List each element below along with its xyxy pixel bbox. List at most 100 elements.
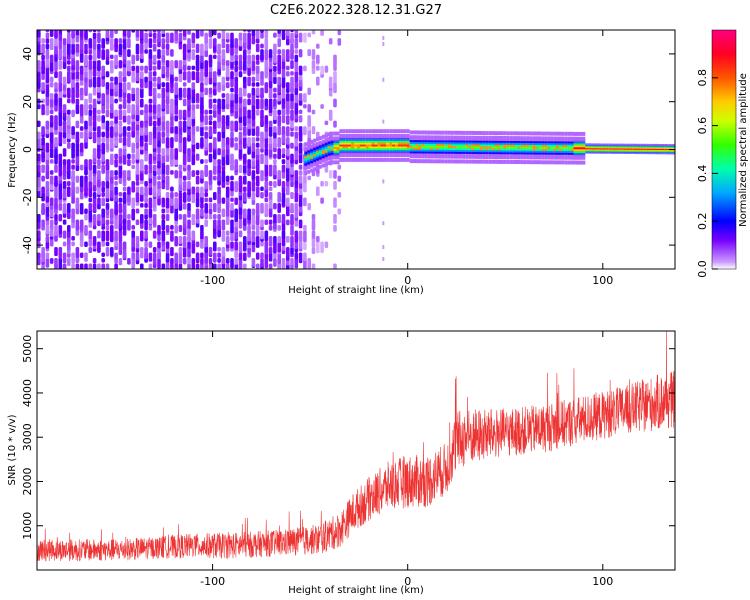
- heatmap-cell: [503, 140, 507, 143]
- heatmap-cell: [144, 82, 148, 89]
- heatmap-cell: [330, 136, 334, 141]
- heatmap-cell: [321, 145, 325, 149]
- heatmap-cell: [517, 155, 521, 160]
- heatmap-cell: [491, 142, 495, 145]
- heatmap-cell: [626, 145, 630, 148]
- heatmap-cell: [477, 143, 480, 147]
- heatmap-cell: [585, 143, 589, 145]
- heatmap-cell: [482, 144, 486, 147]
- heatmap-cell: [620, 149, 624, 151]
- heatmap-cell: [333, 120, 337, 128]
- heatmap-cell: [41, 98, 45, 104]
- heatmap-cell: [380, 157, 384, 162]
- heatmap-cell: [281, 49, 286, 59]
- heatmap-cell: [406, 157, 410, 162]
- heatmap-cell: [342, 157, 346, 162]
- heatmap-cell: [84, 98, 88, 111]
- heatmap-cell: [348, 157, 352, 162]
- heatmap-cell: [436, 145, 439, 148]
- heatmap-cell: [140, 263, 144, 269]
- heatmap-cell: [430, 149, 434, 152]
- heatmap-cell: [191, 71, 196, 81]
- heatmap-cell: [374, 149, 378, 153]
- heatmap-cell: [182, 137, 187, 145]
- heatmap-cell: [75, 71, 80, 79]
- heatmap-cell: [395, 157, 398, 162]
- heatmap-cell: [304, 142, 308, 147]
- heatmap-cell: [88, 203, 93, 211]
- heatmap-cell: [620, 146, 624, 149]
- heatmap-cell: [135, 252, 140, 261]
- heatmap-cell: [477, 147, 480, 151]
- heatmap-cell: [599, 147, 603, 150]
- heatmap-cell: [316, 166, 319, 170]
- heatmap-cell: [556, 152, 559, 155]
- heatmap-cell: [459, 154, 463, 159]
- heatmap-cell: [365, 149, 369, 153]
- heatmap-cell: [58, 247, 63, 259]
- heatmap-cell: [161, 131, 166, 138]
- heatmap-cell: [238, 219, 243, 229]
- heatmap-cell: [479, 149, 483, 153]
- heatmap-cell: [351, 142, 355, 145]
- heatmap-cell: [523, 142, 527, 145]
- heatmap-cell: [182, 98, 187, 107]
- heatmap-cell: [110, 126, 114, 138]
- heatmap-cell: [427, 143, 431, 146]
- heatmap-cell: [247, 137, 251, 147]
- heatmap-cell: [327, 150, 331, 154]
- heatmap-cell: [97, 219, 101, 227]
- heatmap-cell: [646, 147, 650, 149]
- heatmap-cell: [243, 82, 247, 89]
- heatmap-cell: [468, 149, 472, 153]
- heatmap-cell: [561, 142, 565, 146]
- heatmap-cell: [324, 148, 328, 151]
- heatmap-cell: [359, 145, 363, 149]
- heatmap-cell: [135, 30, 140, 38]
- heatmap-cell: [573, 144, 577, 148]
- heatmap-cell: [348, 153, 352, 158]
- heatmap-cell: [286, 197, 290, 207]
- heatmap-cell: [550, 144, 554, 148]
- heatmap-cell: [313, 155, 317, 158]
- heatmap-cell: [298, 65, 303, 76]
- heatmap-cell: [304, 151, 308, 154]
- heatmap-cell: [535, 155, 539, 160]
- heatmap-cell: [667, 152, 671, 155]
- heatmap-cell: [561, 140, 565, 144]
- heatmap-cell: [614, 152, 618, 154]
- heatmap-cell: [415, 152, 419, 156]
- heatmap-cell: [430, 139, 434, 143]
- heatmap-cell: [424, 135, 428, 140]
- heatmap-cell: [268, 236, 273, 245]
- heatmap-cell: [608, 148, 612, 151]
- heatmap-cell: [101, 142, 105, 155]
- heatmap-cell: [637, 149, 641, 151]
- heatmap-cell: [62, 148, 67, 157]
- heatmap-cell: [409, 147, 413, 150]
- heatmap-cell: [632, 145, 636, 148]
- heatmap-cell: [494, 135, 498, 140]
- heatmap-cell: [436, 143, 439, 146]
- heatmap-cell: [368, 140, 372, 143]
- heatmap-cell: [290, 225, 294, 236]
- heatmap-cell: [311, 109, 316, 115]
- heatmap-cell: [318, 140, 322, 145]
- heatmap-cell: [84, 54, 88, 67]
- heatmap-cell: [79, 175, 84, 188]
- heatmap-cell: [506, 155, 510, 160]
- heatmap-cell: [517, 140, 521, 143]
- heatmap-cell: [247, 38, 251, 50]
- heatmap-cell: [79, 219, 84, 231]
- heatmap-cell: [465, 143, 469, 147]
- heatmap-cell: [362, 153, 366, 158]
- heatmap-cell: [588, 145, 592, 148]
- heatmap-cell: [479, 142, 483, 145]
- heatmap-cell: [88, 54, 93, 61]
- heatmap-cell: [105, 186, 110, 199]
- heatmap-cell: [286, 159, 290, 169]
- heatmap-cell: [238, 71, 243, 78]
- heatmap-cell: [307, 155, 311, 159]
- heatmap-cell: [97, 214, 101, 221]
- heatmap-cell: [92, 32, 97, 39]
